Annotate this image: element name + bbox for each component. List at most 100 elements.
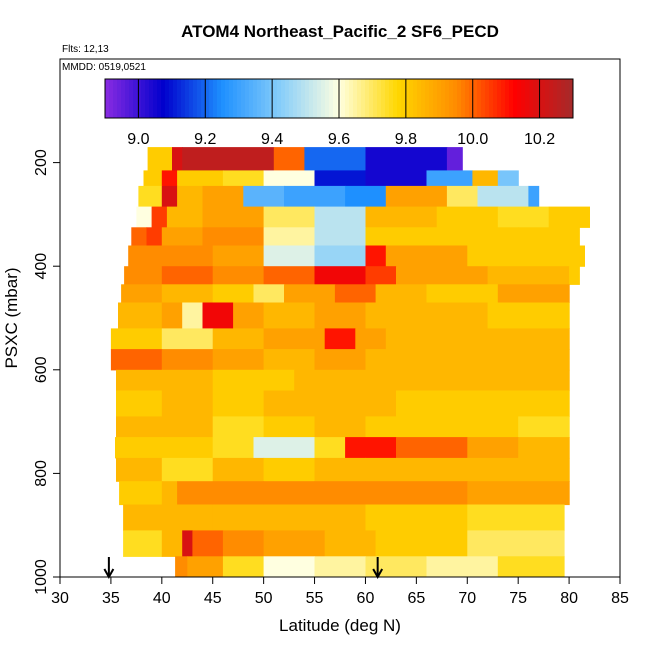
colorbar-swatch	[365, 79, 370, 118]
curtain-cell-2-5	[284, 185, 346, 208]
colorbar-swatch	[497, 79, 502, 118]
colorbar-swatch	[349, 79, 354, 118]
colorbar-swatch	[421, 79, 426, 118]
colorbar-swatch	[569, 79, 574, 118]
curtain-cell-14-8	[518, 437, 570, 459]
curtain-cell-2-9	[477, 185, 529, 208]
curtain-cell-3-2	[166, 206, 204, 228]
colorbar-swatch	[121, 79, 126, 118]
colorbar-swatch	[217, 79, 222, 118]
curtain-cell-0-5	[365, 147, 448, 171]
curtain-cell-1-9	[497, 170, 519, 187]
curtain-cell-18-7	[375, 530, 468, 557]
curtain-cell-4-5	[314, 227, 366, 246]
colorbar-swatch	[229, 79, 234, 118]
arrow-head	[103, 568, 115, 580]
curtain-cell-10-3	[263, 349, 316, 371]
curtain-cell-7-8	[497, 284, 570, 303]
curtain-cell-1-2	[177, 170, 224, 187]
colorbar-swatch	[265, 79, 270, 118]
colorbar-swatch	[345, 79, 350, 118]
curtain-cell-15-5	[365, 457, 468, 482]
colorbar-swatch	[489, 79, 494, 118]
curtain-cell-18-3	[192, 530, 224, 557]
curtain-cell-11-1	[161, 369, 214, 392]
curtain-cell-18-4	[222, 530, 265, 557]
curtain-cell-19-5	[365, 556, 428, 577]
curtain-cell-10-2	[212, 349, 265, 371]
colorbar-swatch	[441, 79, 446, 118]
colorbar-swatch	[165, 79, 170, 118]
colorbar-swatch	[385, 79, 390, 118]
curtain-cell-18-2	[182, 530, 193, 557]
colorbar-tick-label: 9.2	[194, 131, 216, 148]
colorbar-swatch	[509, 79, 514, 118]
colorbar-swatch	[417, 79, 422, 118]
curtain-cell-1-7	[426, 170, 473, 187]
curtain-cell-19-1	[187, 556, 224, 577]
colorbar-swatch	[173, 79, 178, 118]
curtain-cell-8-6	[314, 302, 366, 329]
colorbar-swatch	[381, 79, 386, 118]
curtain-cell-0-6	[446, 147, 463, 171]
x-tick-label: 60	[357, 590, 375, 607]
colorbar-swatch	[529, 79, 534, 118]
colorbar-swatch	[565, 79, 570, 118]
curtain-cell-6-2	[212, 266, 265, 285]
colorbar-swatch	[245, 79, 250, 118]
curtain-cell-17-6	[467, 504, 565, 531]
colorbar-swatch	[501, 79, 506, 118]
curtain-cell-17-4	[314, 504, 366, 531]
colorbar-swatch	[225, 79, 230, 118]
curtain-cell-5-7	[467, 245, 570, 267]
colorbar-swatch	[281, 79, 286, 118]
curtain-cell-13-1	[161, 416, 214, 438]
colorbar-swatch	[361, 79, 366, 118]
colorbar-swatch	[389, 79, 394, 118]
colorbar-swatch	[545, 79, 550, 118]
curtain-cell-18-5	[263, 530, 326, 557]
curtain-cell-11-4	[334, 369, 417, 392]
curtain-cell-4-8	[518, 227, 580, 246]
curtain-cell-4-6	[365, 227, 438, 246]
curtain-cell-10-6	[467, 349, 570, 371]
colorbar-swatch	[133, 79, 138, 118]
y-tick-label: 400	[33, 253, 50, 280]
curtain-cell-17-0	[123, 504, 163, 531]
curtain-cell-4-3	[202, 227, 265, 246]
colorbar-swatch	[149, 79, 154, 118]
colorbar-swatch	[305, 79, 310, 118]
curtain-cell-0-4	[304, 147, 367, 171]
colorbar-tick-label: 10.0	[457, 131, 488, 148]
colorbar-swatch	[141, 79, 146, 118]
colorbar-swatch	[457, 79, 462, 118]
curtain-cell-5-6	[385, 245, 468, 267]
curtain-cell-16-2	[177, 481, 265, 506]
curtain-cell-5-1	[161, 245, 214, 267]
colorbar-swatch	[253, 79, 258, 118]
curtain-cell-3-8	[497, 206, 550, 228]
curtain-cell-19-7	[497, 556, 565, 577]
colorbar-swatch	[273, 79, 278, 118]
curtain-cell-8-4	[233, 302, 265, 329]
curtain-cell-3-0	[136, 206, 153, 228]
curtain-cell-7-6	[375, 284, 428, 303]
curtain-cell-19-6	[426, 556, 499, 577]
colorbar-swatch	[153, 79, 158, 118]
colorbar-swatch	[221, 79, 226, 118]
colorbar-swatch	[377, 79, 382, 118]
colorbar-swatch	[185, 79, 190, 118]
curtain-cell-6-4	[314, 266, 366, 285]
colorbar-swatch	[485, 79, 490, 118]
colorbar-swatch	[145, 79, 150, 118]
colorbar-swatch	[325, 79, 330, 118]
colorbar-swatch	[533, 79, 538, 118]
colorbar-swatch	[393, 79, 398, 118]
curtain-cell-2-4	[243, 185, 285, 208]
colorbar-swatch	[549, 79, 554, 118]
colorbar-swatch	[157, 79, 162, 118]
colorbar-swatch	[201, 79, 206, 118]
curtain-cell-6-1	[161, 266, 214, 285]
curtain-cell-12-1	[161, 390, 214, 417]
curtain-cell-13-2	[212, 416, 265, 438]
